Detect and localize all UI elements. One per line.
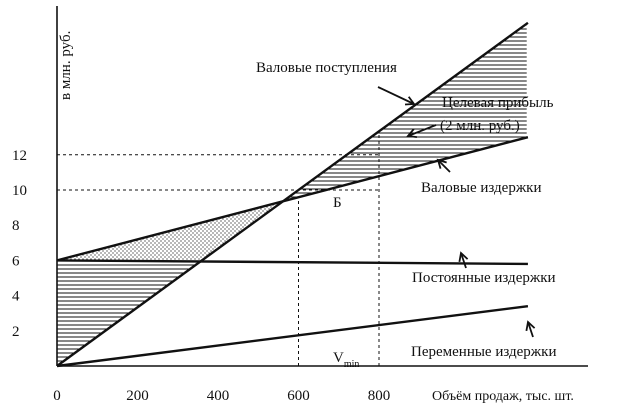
annotation-vmin: Vmin xyxy=(333,350,359,370)
series-line-3 xyxy=(56,259,528,266)
x-tick-label: 200 xyxy=(126,388,149,404)
arrow-target-profit-head xyxy=(406,128,418,139)
y-tick-label: 6 xyxy=(12,253,20,269)
annotation-total-costs: Валовые издержки xyxy=(421,180,542,196)
series-line-1 xyxy=(56,21,529,367)
annotation-arrows xyxy=(377,86,536,338)
x-tick-label: 400 xyxy=(207,388,230,404)
annotation-revenue: Валовые поступления xyxy=(256,60,397,76)
arrow-fixed-costs xyxy=(460,252,467,269)
annotation-fixed-costs: Постоянные издержки xyxy=(412,270,556,286)
arrow-total-costs-head xyxy=(436,158,447,169)
y-tick-label: 8 xyxy=(12,218,20,234)
y-axis-label: в млн. руб. xyxy=(58,31,74,100)
guide-lines xyxy=(57,131,380,366)
arrow-revenue-head xyxy=(404,96,416,106)
x-tick-label: 0 xyxy=(53,388,61,404)
arrow-fixed-costs-head xyxy=(458,251,469,263)
y-tick-label: 10 xyxy=(12,183,27,199)
arrow-variable-costs-head xyxy=(525,320,536,332)
arrow-total-costs xyxy=(437,159,451,173)
axes xyxy=(56,6,588,367)
y-tick-label: 4 xyxy=(12,289,20,305)
series-line-4 xyxy=(56,304,529,368)
y-tick-label: 2 xyxy=(12,324,20,340)
arrow-revenue xyxy=(377,86,415,105)
x-axis-label: Объём продаж, тыс. шт. xyxy=(432,389,574,404)
series-lines xyxy=(56,21,529,368)
arrow-target-profit xyxy=(407,124,437,137)
annotation-variable-costs: Переменные издержки xyxy=(411,344,557,360)
annotation-target-profit-value: (2 млн. руб.) xyxy=(440,118,520,134)
tick-labels: 0 200 400 600 800 2 4 6 8 10 12 xyxy=(12,148,390,404)
y-tick-label: 12 xyxy=(12,148,27,164)
x-tick-label: 800 xyxy=(368,388,391,404)
x-tick-label: 600 xyxy=(287,388,310,404)
annotation-break-even: Б xyxy=(333,195,342,211)
annotation-target-profit: Целевая прибыль xyxy=(442,95,554,111)
arrow-variable-costs xyxy=(527,321,534,338)
series-line-2 xyxy=(56,136,529,262)
